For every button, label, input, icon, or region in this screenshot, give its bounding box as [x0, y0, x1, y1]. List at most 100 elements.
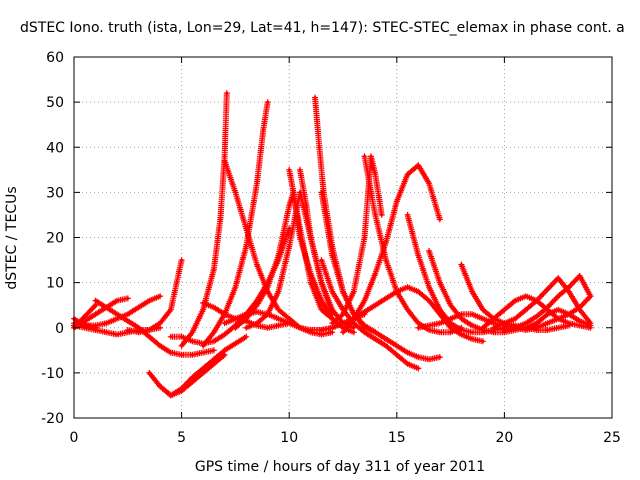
data-point	[115, 299, 119, 303]
data-point	[438, 321, 442, 325]
data-point	[244, 317, 248, 321]
x-tick-label: 10	[280, 430, 298, 446]
data-point	[427, 285, 431, 289]
data-series	[490, 275, 594, 331]
data-series	[361, 153, 465, 336]
data-point	[363, 154, 367, 158]
series-line	[340, 162, 443, 336]
data-point	[406, 308, 410, 312]
data-point	[459, 328, 463, 332]
x-tick-label: 25	[603, 430, 621, 446]
data-point	[449, 303, 453, 307]
data-point	[363, 323, 367, 327]
data-point	[158, 294, 162, 298]
data-point	[169, 351, 173, 355]
data-point	[319, 333, 323, 337]
data-point	[438, 355, 442, 359]
data-point	[201, 351, 205, 355]
data-point	[309, 272, 313, 276]
data-point	[104, 330, 108, 334]
data-point	[201, 301, 205, 305]
data-point	[158, 321, 162, 325]
data-point	[373, 172, 377, 176]
data-point	[556, 317, 560, 321]
data-point	[276, 317, 280, 321]
data-point	[276, 323, 280, 327]
data-point	[180, 353, 184, 357]
data-point	[223, 154, 227, 158]
data-series	[329, 153, 385, 327]
data-point	[104, 305, 108, 309]
data-point	[190, 375, 194, 379]
data-point	[578, 305, 582, 309]
data-point	[545, 305, 549, 309]
data-point	[369, 154, 373, 158]
data-point	[212, 357, 216, 361]
data-point	[94, 312, 98, 316]
y-tick-label: 10	[46, 276, 64, 292]
data-point	[223, 333, 227, 337]
data-point	[449, 321, 453, 325]
data-point	[330, 254, 334, 258]
data-point	[276, 290, 280, 294]
data-point	[416, 290, 420, 294]
data-point	[416, 163, 420, 167]
data-point	[319, 190, 323, 194]
data-point	[319, 281, 323, 285]
data-point	[363, 299, 367, 303]
data-point	[406, 362, 410, 366]
data-series	[318, 257, 422, 372]
data-point	[169, 335, 173, 339]
data-point	[470, 290, 474, 294]
data-point	[567, 312, 571, 316]
data-point	[481, 317, 485, 321]
data-point	[535, 326, 539, 330]
data-point	[212, 305, 216, 309]
data-point	[218, 217, 222, 221]
y-tick-label: 20	[46, 231, 64, 247]
data-point	[244, 245, 248, 249]
data-point	[255, 181, 259, 185]
data-point	[406, 213, 410, 217]
data-point	[481, 339, 485, 343]
data-point	[416, 355, 420, 359]
data-point	[147, 335, 151, 339]
y-tick-label: -20	[41, 411, 64, 427]
data-point	[459, 317, 463, 321]
data-point	[395, 353, 399, 357]
data-point	[492, 317, 496, 321]
data-point	[126, 296, 130, 300]
data-point	[212, 330, 216, 334]
data-point	[158, 384, 162, 388]
data-point	[470, 330, 474, 334]
data-point	[341, 312, 345, 316]
data-point	[190, 380, 194, 384]
data-point	[298, 326, 302, 330]
data-point	[524, 326, 528, 330]
data-point	[438, 308, 442, 312]
data-point	[255, 303, 259, 307]
data-point	[180, 344, 184, 348]
data-point	[567, 321, 571, 325]
x-axis-label: GPS time / hours of day 311 of year 2011	[195, 459, 485, 475]
data-point	[449, 317, 453, 321]
data-point	[330, 326, 334, 330]
data-point	[94, 323, 98, 327]
data-point	[470, 312, 474, 316]
data-point	[126, 319, 130, 323]
data-point	[470, 337, 474, 341]
data-point	[169, 308, 173, 312]
data-point	[384, 337, 388, 341]
data-point	[373, 213, 377, 217]
data-point	[298, 236, 302, 239]
y-tick-label: 30	[46, 185, 64, 201]
y-axis-label: dSTEC / TECUs	[4, 186, 20, 289]
data-point	[94, 303, 98, 307]
data-point	[158, 326, 162, 330]
data-point	[233, 326, 237, 330]
x-tick-label: 15	[388, 430, 406, 446]
data-point	[317, 145, 321, 149]
data-point	[298, 168, 302, 172]
data-point	[535, 299, 539, 303]
data-point	[244, 335, 248, 339]
